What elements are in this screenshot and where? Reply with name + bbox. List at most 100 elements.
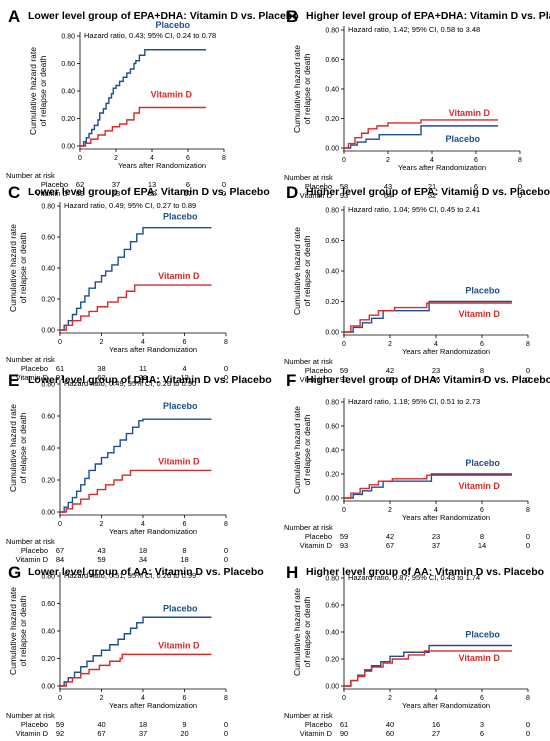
y-tick-label: 0.20 xyxy=(41,478,55,485)
x-tick-label: 0 xyxy=(342,157,346,164)
x-tick-label: 4 xyxy=(434,695,438,702)
panel-letter: C xyxy=(8,183,20,202)
y-tick-label: 0.00 xyxy=(325,496,339,503)
y-tick-label: 0.00 xyxy=(325,684,339,691)
hazard-ratio-annotation: Hazard ratio, 0.49; 95% CI, 0.27 to 0.89 xyxy=(64,201,196,210)
x-tick-label: 2 xyxy=(100,339,104,346)
x-tick-label: 2 xyxy=(100,521,104,528)
risk-count: 12 xyxy=(180,373,188,382)
y-tick-label: 0.40 xyxy=(41,266,55,273)
panel-title: Higher level group of DHA: Vitamin D vs.… xyxy=(306,374,550,386)
risk-count: 14 xyxy=(478,541,486,550)
x-tick-label: 4 xyxy=(141,521,145,528)
risk-count: 9 xyxy=(182,720,186,729)
y-tick-label: 0.00 xyxy=(41,510,55,517)
risk-table-header: Number at risk xyxy=(6,355,55,364)
risk-count: 59 xyxy=(340,366,348,375)
risk-count: 65 xyxy=(386,375,394,384)
x-tick-label: 2 xyxy=(388,507,392,514)
risk-count: 6 xyxy=(186,180,190,189)
risk-count: 40 xyxy=(97,720,105,729)
x-tick-label: 2 xyxy=(388,341,392,348)
risk-count: 0 xyxy=(526,375,530,384)
series-line-placebo xyxy=(60,616,212,687)
y-tick-label: 0.80 xyxy=(325,576,339,583)
y-tick-label: 0.00 xyxy=(325,146,339,153)
risk-table-header: Number at risk xyxy=(284,173,333,182)
risk-row-label: Vitamin D xyxy=(36,189,69,198)
y-axis-label: Cumulative hazard rate xyxy=(292,588,302,676)
risk-count: 27 xyxy=(432,729,440,738)
panel-title: Lower level group of EPA+DHA: Vitamin D … xyxy=(28,10,299,22)
series-line-placebo xyxy=(344,125,498,149)
panel-f: F Higher level group of DHA: Vitamin D vs… xyxy=(284,371,550,550)
risk-count: 0 xyxy=(518,191,522,200)
y-tick-label: 0.20 xyxy=(325,657,339,664)
risk-row-label: Vitamin D xyxy=(16,373,49,382)
x-tick-label: 6 xyxy=(480,341,484,348)
y-tick-label: 0.20 xyxy=(325,472,339,479)
risk-count: 0 xyxy=(224,729,228,738)
y-axis-label: Cumulative hazard rate xyxy=(28,47,38,135)
x-tick-label: 4 xyxy=(150,155,154,162)
risk-count: 58 xyxy=(340,182,348,191)
y-tick-label: 0.60 xyxy=(325,424,339,431)
risk-count: 0 xyxy=(224,555,228,564)
hazard-ratio-annotation: Hazard ratio, 0.51; 95% CI, 0.26 to 0.99 xyxy=(64,571,196,580)
x-tick-label: 2 xyxy=(386,157,390,164)
risk-count: 32 xyxy=(428,191,436,200)
y-tick-label: 0.20 xyxy=(41,297,55,304)
series-line-placebo xyxy=(60,418,212,513)
y-tick-label: 0.80 xyxy=(61,34,75,41)
risk-table-header: Number at risk xyxy=(284,357,333,366)
x-tick-label: 4 xyxy=(430,157,434,164)
y-tick-label: 0.80 xyxy=(41,574,55,581)
risk-row-label: Placebo xyxy=(305,366,332,375)
risk-count: 59 xyxy=(97,555,105,564)
risk-count: 21 xyxy=(428,182,436,191)
hazard-ratio-annotation: Hazard ratio, 1.42; 95% CI, 0.58 to 3.48 xyxy=(348,25,480,34)
hazard-ratio-annotation: Hazard ratio, 1.18; 95% CI, 0.51 to 2.73 xyxy=(348,397,480,406)
risk-count: 38 xyxy=(97,364,105,373)
x-tick-label: 8 xyxy=(222,155,226,162)
risk-count: 61 xyxy=(56,364,64,373)
y-axis-label: Cumulative hazard rate xyxy=(292,406,302,494)
risk-row-label: Placebo xyxy=(305,720,332,729)
risk-row-label: Vitamin D xyxy=(16,555,49,564)
y-tick-label: 0.60 xyxy=(325,603,339,610)
x-tick-label: 0 xyxy=(342,341,346,348)
panel-letter: E xyxy=(8,371,19,390)
series-line-placebo xyxy=(80,49,206,147)
risk-count: 0 xyxy=(526,729,530,738)
series-label-vitamin-d: Vitamin D xyxy=(459,309,501,319)
series-label-placebo: Placebo xyxy=(465,286,500,296)
x-tick-label: 8 xyxy=(224,695,228,702)
y-axis-label: Cumulative hazard rate xyxy=(292,227,302,315)
x-axis-label: Years after Randomization xyxy=(402,701,490,710)
risk-count: 60 xyxy=(386,729,394,738)
risk-row-label: Vitamin D xyxy=(300,191,333,200)
series-line-vitamin-d xyxy=(80,106,206,147)
x-tick-label: 8 xyxy=(224,521,228,528)
panel-g: G Lower level group of AA: Vitamin D vs. … xyxy=(6,563,264,738)
y-tick-label: 0.00 xyxy=(61,144,75,151)
y-axis-label: of relapse or death xyxy=(302,53,312,124)
y-axis-label: of relapse or death xyxy=(18,595,28,666)
risk-count: 89 xyxy=(76,189,84,198)
x-tick-label: 8 xyxy=(518,157,522,164)
y-axis-label: of relapse or death xyxy=(18,412,28,483)
risk-count: 59 xyxy=(56,720,64,729)
x-tick-label: 4 xyxy=(141,695,145,702)
risk-count: 32 xyxy=(148,189,156,198)
risk-count: 0 xyxy=(526,532,530,541)
x-tick-label: 2 xyxy=(100,695,104,702)
y-axis-label: Cumulative hazard rate xyxy=(8,404,18,492)
risk-count: 14 xyxy=(478,375,486,384)
y-axis-label: of relapse or death xyxy=(38,55,48,126)
risk-count: 61 xyxy=(340,720,348,729)
risk-row-label: Vitamin D xyxy=(300,375,333,384)
y-tick-label: 0.80 xyxy=(325,400,339,407)
series-label-placebo: Placebo xyxy=(465,630,500,640)
panel-letter: F xyxy=(286,371,296,390)
y-tick-label: 0.60 xyxy=(41,601,55,608)
